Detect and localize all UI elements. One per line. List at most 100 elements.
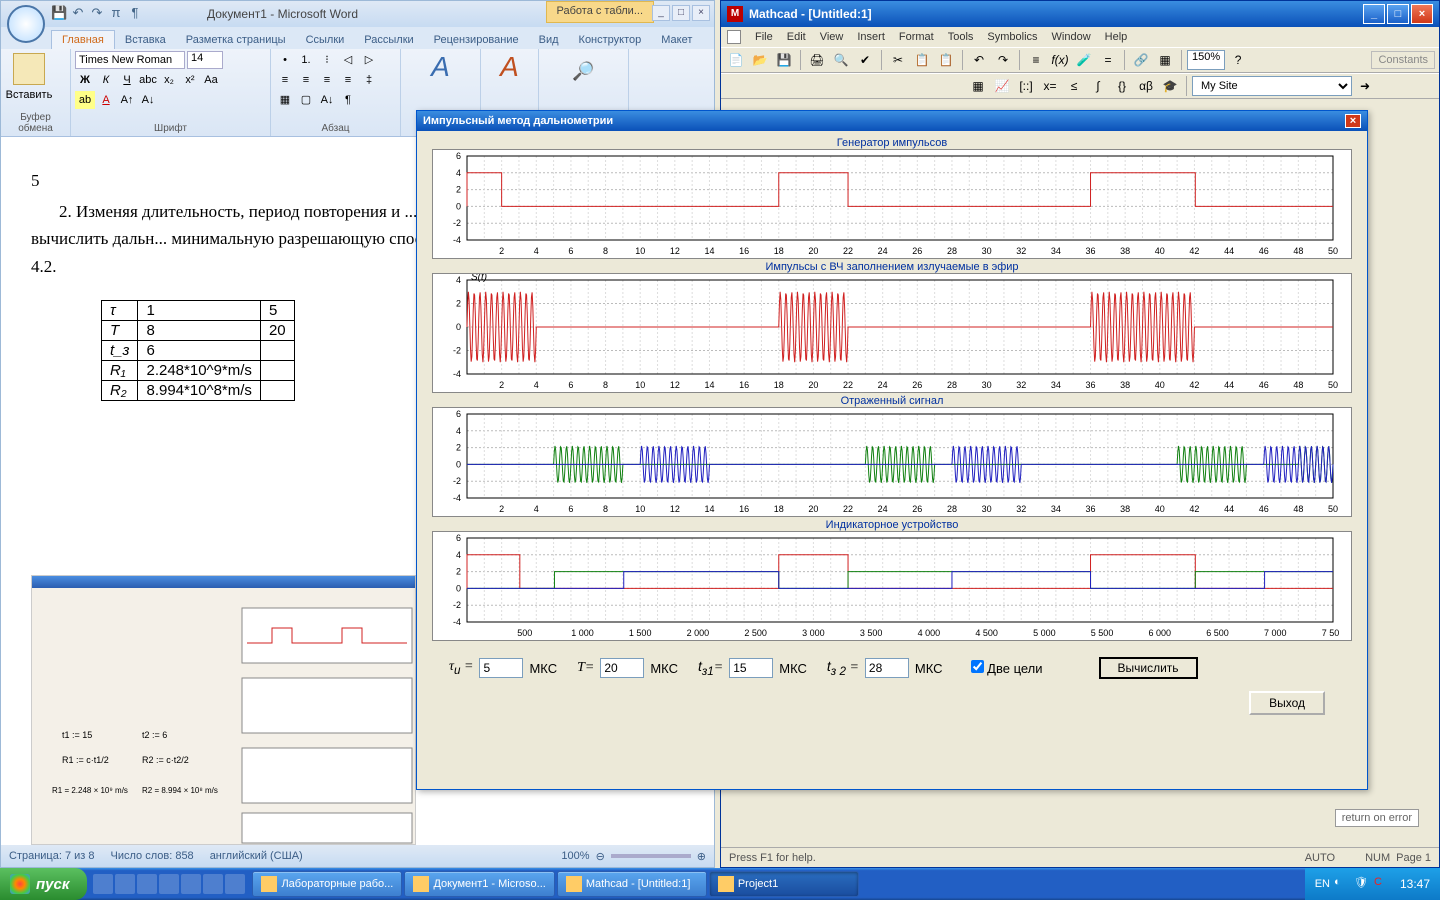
- zoom-slider[interactable]: [611, 854, 691, 858]
- case-button[interactable]: Aa: [201, 71, 221, 89]
- restore-icon[interactable]: □: [672, 5, 690, 21]
- linespace-button[interactable]: ‡: [359, 71, 379, 89]
- qat-undo-icon[interactable]: ↶: [70, 5, 86, 21]
- calc-icon[interactable]: =: [1097, 49, 1119, 71]
- ql-icon-4[interactable]: [159, 874, 179, 894]
- qat-save-icon[interactable]: 💾: [51, 5, 67, 21]
- status-words[interactable]: Число слов: 858: [111, 850, 194, 862]
- sim-close-icon[interactable]: ×: [1345, 114, 1361, 128]
- symb-icon[interactable]: 🎓: [1159, 75, 1181, 97]
- spell-icon[interactable]: ✔: [854, 49, 876, 71]
- start-button[interactable]: пуск: [0, 868, 87, 900]
- shading-button[interactable]: ▦: [275, 91, 295, 109]
- tray-icon-2[interactable]: 🛡: [1354, 876, 1370, 892]
- menu-window[interactable]: Window: [1052, 31, 1091, 43]
- tab-review[interactable]: Рецензирование: [424, 31, 529, 49]
- status-page[interactable]: Страница: 7 из 8: [9, 850, 95, 862]
- tray-clock[interactable]: 13:47: [1400, 877, 1430, 891]
- tray-icon-1[interactable]: ◐: [1334, 876, 1350, 892]
- align-icon[interactable]: ≡: [1025, 49, 1047, 71]
- copy-icon[interactable]: 📋: [911, 49, 933, 71]
- new-icon[interactable]: 📄: [725, 49, 747, 71]
- qat-pilcrow-icon[interactable]: ¶: [127, 5, 143, 21]
- font-name-select[interactable]: Times New Roman: [75, 51, 185, 69]
- compute-button[interactable]: Вычислить: [1099, 657, 1198, 679]
- preview-icon[interactable]: 🔍: [830, 49, 852, 71]
- graph-icon[interactable]: 📈: [991, 75, 1013, 97]
- menu-edit[interactable]: Edit: [787, 31, 806, 43]
- qat-pi-icon[interactable]: π: [108, 5, 124, 21]
- site-select[interactable]: My Site: [1192, 76, 1352, 96]
- save-icon[interactable]: 💾: [773, 49, 795, 71]
- bool-icon[interactable]: ≤: [1063, 75, 1085, 97]
- zoom-select[interactable]: 150%: [1187, 50, 1225, 70]
- indent-inc-button[interactable]: ▷: [359, 51, 379, 69]
- taskbar-item[interactable]: Документ1 - Microso...: [404, 871, 554, 897]
- two-targets-checkbox[interactable]: Две цели: [971, 660, 1043, 676]
- help-icon[interactable]: ?: [1227, 49, 1249, 71]
- sub-button[interactable]: x₂: [159, 71, 179, 89]
- close-icon[interactable]: ×: [692, 5, 710, 21]
- ql-icon-2[interactable]: [115, 874, 135, 894]
- find-icon[interactable]: 🔎: [572, 61, 594, 82]
- tray-lang[interactable]: EN: [1315, 878, 1330, 890]
- paste-button[interactable]: Вставить: [5, 89, 53, 101]
- go-icon[interactable]: ➜: [1354, 75, 1376, 97]
- tab-design[interactable]: Конструктор: [569, 31, 652, 49]
- ql-icon-3[interactable]: [137, 874, 157, 894]
- shrink-font-button[interactable]: A↓: [138, 91, 158, 109]
- menu-view[interactable]: View: [820, 31, 844, 43]
- menu-insert[interactable]: Insert: [857, 31, 885, 43]
- bullets-button[interactable]: •: [275, 51, 295, 69]
- input-tz1[interactable]: [729, 658, 773, 678]
- open-icon[interactable]: 📂: [749, 49, 771, 71]
- mc-minimize-icon[interactable]: _: [1363, 4, 1385, 24]
- greek-icon[interactable]: αβ: [1135, 75, 1157, 97]
- grow-font-button[interactable]: A↑: [117, 91, 137, 109]
- vector-icon[interactable]: [::]: [1015, 75, 1037, 97]
- mc-close-icon[interactable]: ×: [1411, 4, 1433, 24]
- justify-button[interactable]: ≡: [338, 71, 358, 89]
- tab-layout[interactable]: Разметка страницы: [176, 31, 296, 49]
- menu-symbolics[interactable]: Symbolics: [987, 31, 1037, 43]
- link-icon[interactable]: 🔗: [1130, 49, 1152, 71]
- align-center-button[interactable]: ≡: [296, 71, 316, 89]
- font-size-select[interactable]: 14: [187, 51, 223, 69]
- bold-button[interactable]: Ж: [75, 71, 95, 89]
- tab-view[interactable]: Вид: [529, 31, 569, 49]
- status-lang[interactable]: английский (США): [210, 850, 303, 862]
- underline-button[interactable]: Ч: [117, 71, 137, 89]
- unit-icon[interactable]: 🧪: [1073, 49, 1095, 71]
- undo-icon[interactable]: ↶: [968, 49, 990, 71]
- word-contextual-tab[interactable]: Работа с табли...: [546, 1, 654, 23]
- tab-mail[interactable]: Рассылки: [354, 31, 423, 49]
- input-tz2[interactable]: [865, 658, 909, 678]
- ql-icon-6[interactable]: [203, 874, 223, 894]
- mc-maximize-icon[interactable]: □: [1387, 4, 1409, 24]
- tray-icon-3[interactable]: C: [1374, 876, 1390, 892]
- multilevel-button[interactable]: ⁝: [317, 51, 337, 69]
- change-styles-icon[interactable]: A: [492, 51, 528, 87]
- prog-icon[interactable]: {}: [1111, 75, 1133, 97]
- input-tau[interactable]: [479, 658, 523, 678]
- qat-redo-icon[interactable]: ↷: [89, 5, 105, 21]
- input-T[interactable]: [600, 658, 644, 678]
- styles-icon[interactable]: A: [423, 51, 459, 87]
- fontcolor-button[interactable]: A: [96, 91, 116, 109]
- align-right-button[interactable]: ≡: [317, 71, 337, 89]
- borders-button[interactable]: ▢: [296, 91, 316, 109]
- numbering-button[interactable]: 1.: [296, 51, 316, 69]
- align-left-button[interactable]: ≡: [275, 71, 295, 89]
- ql-icon-5[interactable]: [181, 874, 201, 894]
- strike-button[interactable]: abc: [138, 71, 158, 89]
- tab-insert[interactable]: Вставка: [115, 31, 176, 49]
- zoom-in-button[interactable]: ⊕: [697, 850, 706, 863]
- paste-icon[interactable]: 📋: [935, 49, 957, 71]
- office-button[interactable]: [7, 5, 45, 43]
- component-icon[interactable]: ▦: [1154, 49, 1176, 71]
- indent-dec-button[interactable]: ◁: [338, 51, 358, 69]
- redo-icon[interactable]: ↷: [992, 49, 1014, 71]
- menu-help[interactable]: Help: [1105, 31, 1128, 43]
- taskbar-item[interactable]: Лабораторные рабо...: [252, 871, 402, 897]
- tab-home[interactable]: Главная: [51, 30, 115, 49]
